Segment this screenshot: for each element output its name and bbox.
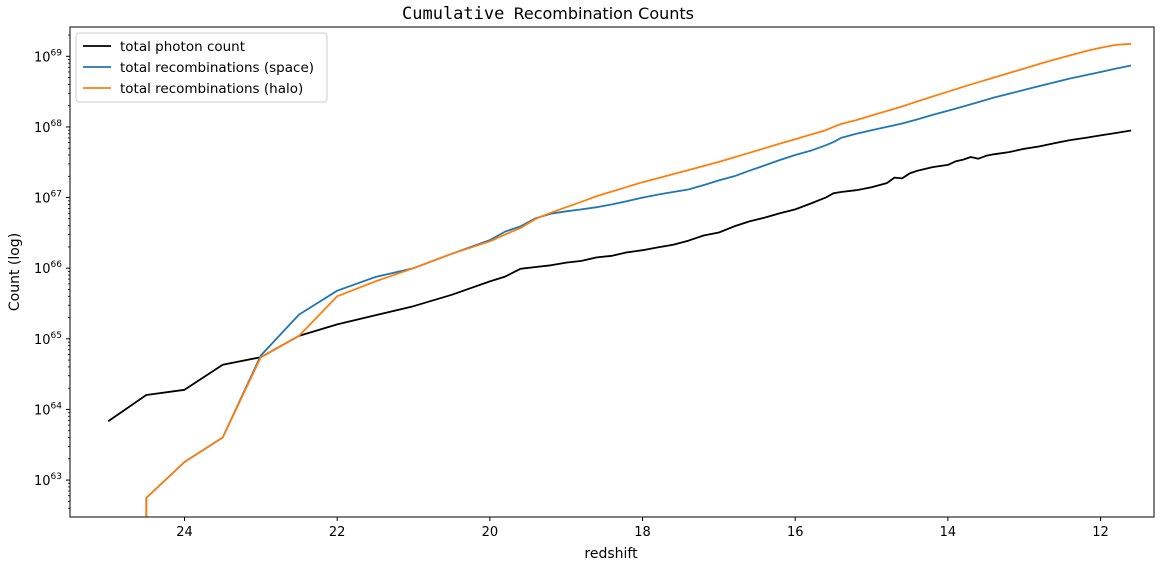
legend-label-2: total recombinations (halo): [120, 81, 303, 97]
x-tick-label: 12: [1092, 525, 1109, 540]
x-tick-label: 16: [787, 525, 804, 540]
y-tick-label: 1066: [34, 260, 62, 277]
plot-frame: [69, 26, 1155, 518]
legend: total photon count total recombinations (…: [75, 32, 328, 103]
y-axis-label: Count (log): [7, 233, 23, 311]
legend-label-1: total recombinations (space): [120, 60, 314, 76]
series-line-2: [145, 43, 1132, 517]
x-tick-label: 18: [634, 525, 651, 540]
chart-title-rest: Recombination Counts: [513, 4, 694, 23]
x-tick-label: 14: [940, 525, 957, 540]
series-line-1: [145, 64, 1132, 517]
legend-box: [75, 32, 328, 103]
x-axis-label: redshift: [584, 546, 638, 562]
chart-title-code: Cumulative: [402, 4, 504, 24]
x-tick-label: 22: [329, 525, 346, 540]
y-tick-label: 1067: [34, 190, 62, 207]
x-tick-label: 20: [482, 525, 499, 540]
y-tick-label: 1064: [34, 401, 62, 418]
series-layer: [107, 43, 1132, 517]
series-line-0: [107, 129, 1132, 423]
y-axis-ticks: 1063 1064 1065 1066 1067 1068 1069: [34, 34, 70, 509]
y-tick-label: 1069: [34, 48, 62, 65]
legend-label-0: total photon count: [120, 39, 245, 55]
x-axis-ticks: 24 22 20 18 16 14 12: [176, 517, 1109, 540]
x-tick-label: 24: [176, 525, 193, 540]
chart-title: Cumulative Recombination Counts: [402, 4, 694, 24]
y-tick-label: 1065: [34, 331, 62, 348]
y-tick-label: 1063: [34, 472, 62, 489]
y-tick-label: 1068: [34, 119, 62, 136]
